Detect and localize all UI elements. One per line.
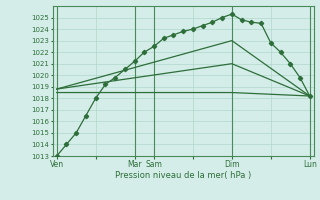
X-axis label: Pression niveau de la mer( hPa ): Pression niveau de la mer( hPa ) bbox=[115, 171, 251, 180]
